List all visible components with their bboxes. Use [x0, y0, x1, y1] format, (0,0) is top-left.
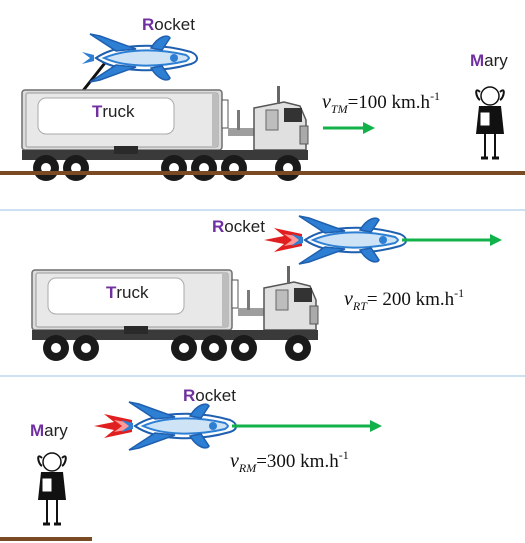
flame-icon — [94, 414, 132, 438]
truck-label: Truck — [106, 283, 149, 302]
ground-line — [0, 537, 92, 541]
rocket-label: Rocket — [183, 386, 236, 405]
mary-label: Mary — [470, 51, 508, 70]
mary-icon — [36, 451, 68, 526]
velocity-label-rt: vRT= 200 km.h-1 — [344, 286, 464, 313]
rocket-icon — [120, 401, 238, 451]
velocity-label-rm: vRM=300 km.h-1 — [230, 448, 349, 475]
truck-icon — [31, 265, 319, 362]
rocket-icon — [290, 215, 408, 265]
truck-label: Truck — [92, 102, 135, 121]
rocket-label: Rocket — [142, 15, 195, 34]
rocket-icon — [81, 33, 199, 83]
panel-3: Rocket Mary vRM=300 km.h-1 — [0, 386, 382, 541]
arrowhead-icon — [370, 420, 382, 432]
velocity-label-tm: vTM=100 km.h-1 — [322, 89, 440, 116]
panel-2: Rocket Truck vRT= 200 km.h-1 — [31, 215, 502, 362]
arrowhead-icon — [363, 122, 375, 134]
rocket-label: Rocket — [212, 217, 265, 236]
flame-icon — [264, 228, 302, 252]
truck-icon — [21, 85, 309, 182]
mary-label: Mary — [30, 421, 68, 440]
mary-icon — [474, 85, 506, 160]
panel-1: Rocket Truck vTM=100 km.h-1 Mary — [0, 15, 525, 182]
ground-line — [0, 171, 525, 175]
arrowhead-icon — [490, 234, 502, 246]
